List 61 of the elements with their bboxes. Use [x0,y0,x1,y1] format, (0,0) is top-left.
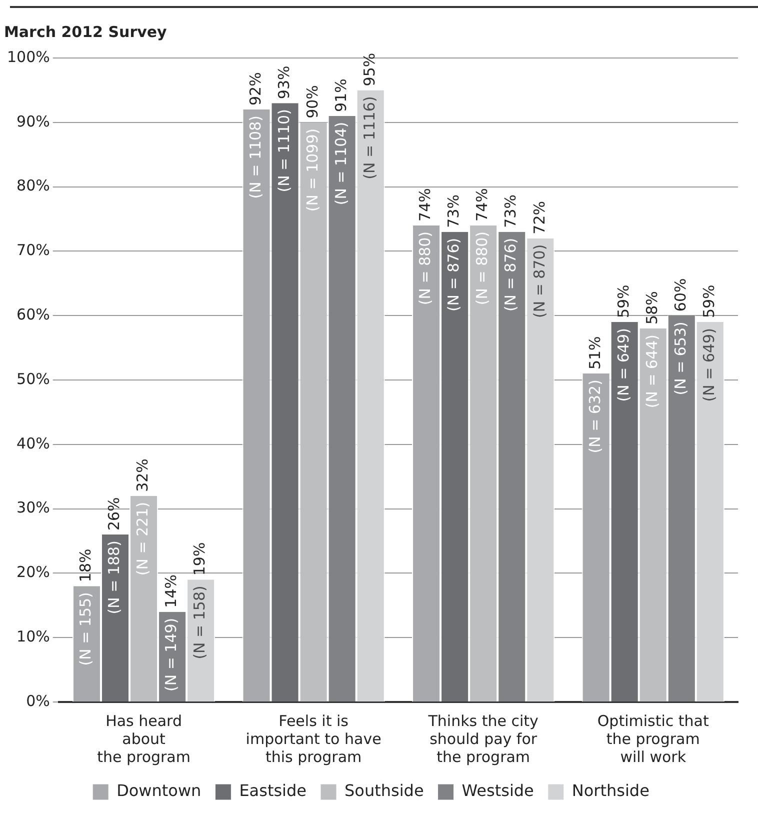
annotation: (N = 880) [416,231,434,306]
data-label: 73% [502,194,520,228]
data-label: 93% [274,66,293,100]
y-tick-label: 80% [16,176,50,195]
annotation: (N = 221) [134,502,152,576]
annotation: (N = 632) [586,380,604,454]
data-label: 18% [76,548,95,582]
annotation: (N = 649) [614,328,632,402]
legend-label: Downtown [116,781,202,800]
y-tick-label: 30% [16,498,50,517]
x-tick-label: Feels it is important to have this program [246,712,382,766]
chart-title: March 2012 Survey [4,22,168,41]
annotation: (N = 158) [190,586,209,660]
y-tick-label: 90% [16,112,50,130]
data-label: 91% [332,78,350,112]
data-label: 95% [360,52,378,86]
x-tick-label: Has heard about the program [97,712,190,766]
y-tick-label: 40% [16,434,50,452]
data-label: 59% [700,284,718,318]
y-tick-label: 60% [16,305,50,324]
data-label: 26% [105,497,124,531]
legend-label: Westside [462,781,534,800]
y-tick-label: 100% [6,48,50,66]
annotation: (N = 644) [643,334,661,408]
data-label: 19% [190,542,209,576]
data-label: 72% [530,200,548,234]
data-label: 92% [246,72,264,106]
data-label: 51% [586,336,604,370]
data-label: 58% [643,291,661,324]
x-tick-label: Thinks the city should pay for the program [427,712,539,766]
annotation: (N = 876) [444,238,463,312]
annotation: (N = 1116) [360,96,378,180]
data-label: 73% [444,194,463,228]
data-label: 74% [473,188,492,222]
y-tick-label: 70% [16,241,50,260]
data-label: 59% [614,284,632,318]
annotation: (N = 1108) [246,116,264,199]
legend-label: Southside [344,781,424,800]
annotation: (N = 155) [76,592,95,666]
y-tick-label: 0% [26,692,50,710]
annotation: (N = 876) [502,238,520,312]
data-label: 14% [162,574,180,608]
x-tick-label: Optimistic that the program will work [597,712,709,766]
y-tick-label: 10% [16,627,50,646]
data-label: 74% [416,188,434,222]
legend-label: Northside [572,781,650,800]
annotation: (N = 188) [105,540,124,614]
y-tick-label: 20% [16,563,50,582]
data-label: 90% [303,85,322,118]
data-label: 60% [672,278,690,312]
annotation: (N = 1099) [303,128,322,212]
annotation: (N = 649) [700,328,718,402]
data-label: 32% [134,458,152,492]
legend-label: Eastside [239,781,307,800]
annotation: (N = 149) [162,618,180,692]
annotation: (N = 880) [473,231,492,306]
y-tick-label: 50% [16,370,50,388]
annotation: (N = 870) [530,244,548,318]
annotation: (N = 653) [672,322,690,396]
annotation: (N = 1104) [332,122,350,206]
annotation: (N = 1110) [274,109,293,192]
